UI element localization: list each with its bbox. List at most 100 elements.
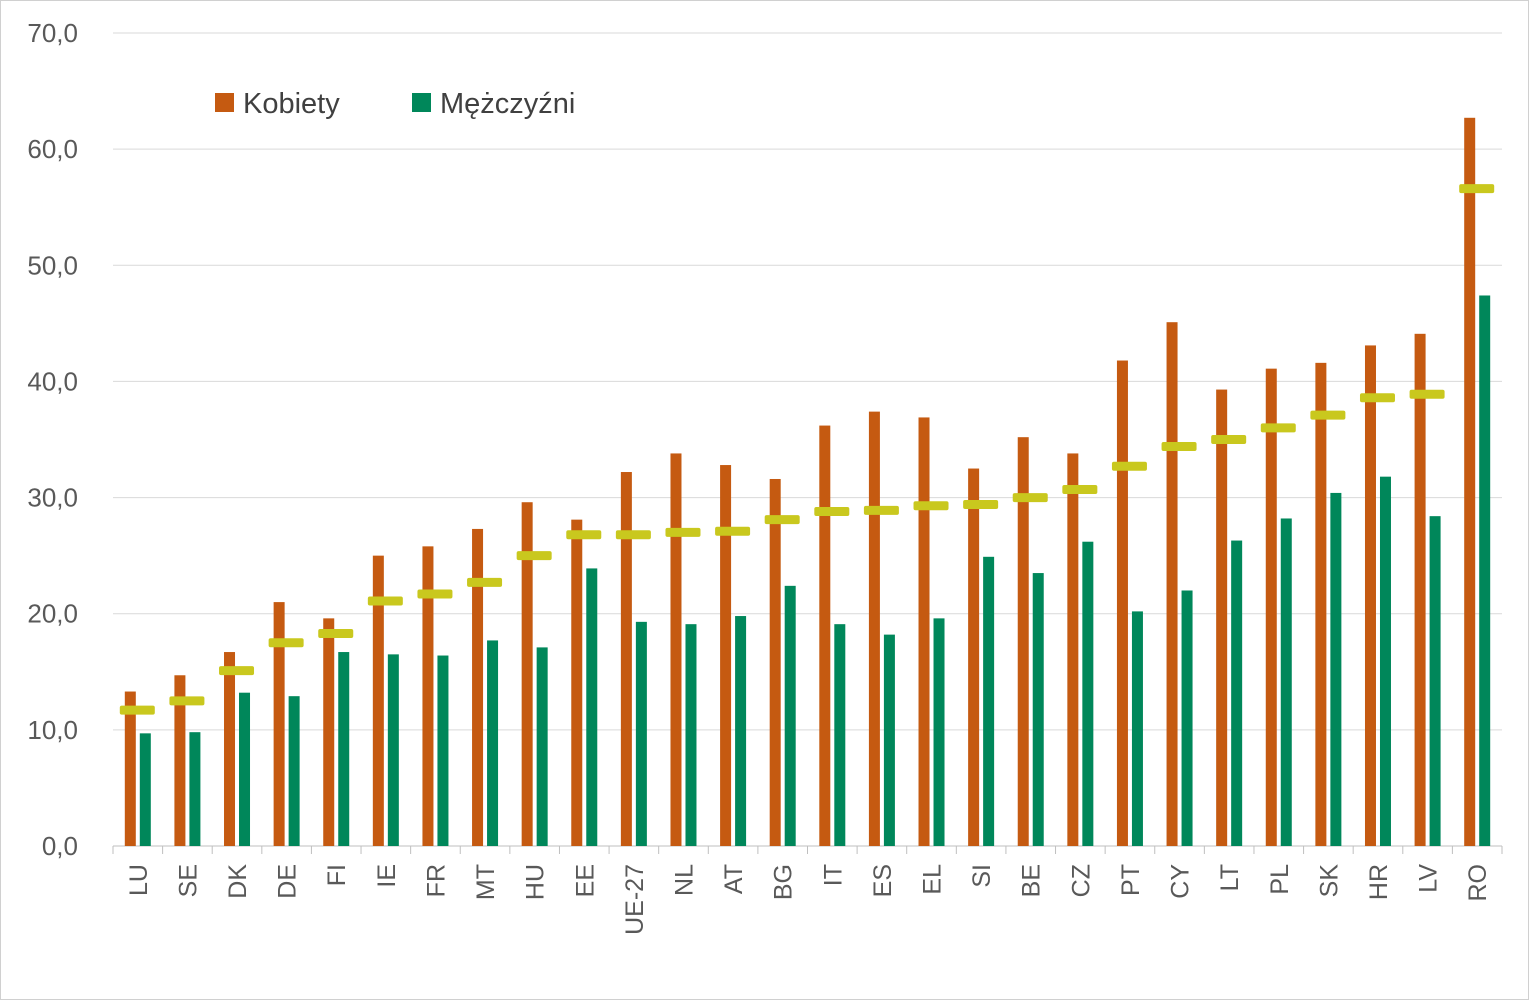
marker-LU xyxy=(119,705,155,715)
bar-mezczyzni-FR xyxy=(437,655,449,846)
marker-EL xyxy=(913,501,949,511)
bar-mezczyzni-EE xyxy=(586,568,598,846)
x-category-label: FR xyxy=(422,864,450,897)
bar-kobiety-PL xyxy=(1265,368,1277,846)
bar-mezczyzni-LT xyxy=(1231,540,1243,846)
marker-UE-27 xyxy=(615,530,651,540)
bar-mezczyzni-CY xyxy=(1181,590,1193,846)
bar-mezczyzni-BG xyxy=(784,585,796,846)
bar-mezczyzni-MT xyxy=(487,640,499,846)
legend-swatch-kobiety xyxy=(215,93,234,112)
bar-kobiety-PT xyxy=(1116,360,1128,846)
x-category-label: BG xyxy=(770,864,798,900)
marker-HR xyxy=(1359,393,1395,403)
x-category-label: LU xyxy=(125,864,153,896)
bar-kobiety-ES xyxy=(868,411,880,846)
bar-kobiety-HR xyxy=(1364,345,1376,846)
marker-DE xyxy=(268,638,304,648)
y-tick-label: 60,0 xyxy=(27,134,78,164)
marker-MT xyxy=(467,577,503,587)
y-tick-label: 30,0 xyxy=(27,483,78,513)
x-category-label: DK xyxy=(224,864,252,899)
bar-kobiety-EL xyxy=(918,417,930,846)
marker-AT xyxy=(715,526,751,536)
marker-IT xyxy=(814,507,850,517)
marker-HU xyxy=(516,551,552,561)
bar-kobiety-IE xyxy=(372,555,384,846)
marker-BG xyxy=(764,515,800,525)
bar-mezczyzni-IT xyxy=(834,624,846,846)
bar-mezczyzni-LV xyxy=(1429,516,1441,846)
bar-mezczyzni-PL xyxy=(1280,518,1292,846)
x-category-label: HR xyxy=(1365,864,1393,900)
x-category-label: ES xyxy=(869,864,897,897)
x-category-label: RO xyxy=(1464,864,1492,902)
marker-SI xyxy=(963,500,999,510)
bar-mezczyzni-FI xyxy=(338,652,350,846)
x-category-label: BE xyxy=(1018,864,1046,897)
bar-mezczyzni-UE-27 xyxy=(635,621,647,846)
bar-kobiety-BG xyxy=(769,478,781,846)
x-category-label: CY xyxy=(1167,864,1195,899)
marker-SK xyxy=(1310,410,1346,420)
marker-RO xyxy=(1459,184,1495,194)
x-category-label: MT xyxy=(472,864,500,900)
marker-ES xyxy=(863,505,899,515)
bar-mezczyzni-BE xyxy=(1032,573,1044,846)
x-category-label: SK xyxy=(1315,864,1343,898)
bar-kobiety-CY xyxy=(1166,322,1178,847)
marker-PL xyxy=(1260,423,1296,433)
bar-kobiety-LU xyxy=(124,691,136,846)
marker-NL xyxy=(665,527,701,537)
bar-mezczyzni-AT xyxy=(735,616,747,846)
marker-BE xyxy=(1012,493,1048,503)
marker-CY xyxy=(1161,441,1197,451)
marker-LT xyxy=(1211,435,1247,444)
x-category-label: SE xyxy=(174,864,202,897)
marker-PT xyxy=(1111,461,1147,471)
bar-kobiety-LV xyxy=(1414,333,1426,846)
y-tick-label: 50,0 xyxy=(27,250,78,280)
bar-mezczyzni-PT xyxy=(1131,611,1143,846)
bar-kobiety-FI xyxy=(323,618,335,846)
x-category-label: EE xyxy=(571,864,599,897)
x-category-label: DE xyxy=(274,864,302,899)
x-category-label: NL xyxy=(670,864,698,896)
bar-mezczyzni-SI xyxy=(983,556,995,846)
bar-mezczyzni-DK xyxy=(239,692,251,846)
x-category-label: SI xyxy=(968,864,996,888)
x-category-label: UE-27 xyxy=(621,864,649,935)
y-tick-label: 20,0 xyxy=(27,599,78,629)
bar-mezczyzni-HU xyxy=(536,647,548,846)
bar-mezczyzni-SK xyxy=(1330,492,1342,846)
bar-mezczyzni-SE xyxy=(189,732,201,846)
bar-mezczyzni-NL xyxy=(685,624,697,846)
y-tick-label: 0,0 xyxy=(42,831,78,861)
marker-FI xyxy=(318,628,354,638)
bar-mezczyzni-HR xyxy=(1379,476,1391,846)
bar-kobiety-NL xyxy=(670,453,682,846)
marker-FR xyxy=(417,589,453,599)
x-category-label: HU xyxy=(522,864,550,900)
x-category-label: LT xyxy=(1216,864,1244,891)
x-category-label: PT xyxy=(1117,864,1145,896)
x-category-label: IT xyxy=(819,864,847,886)
bar-kobiety-FR xyxy=(422,546,434,846)
bar-kobiety-SI xyxy=(968,468,980,846)
bar-kobiety-SK xyxy=(1315,362,1327,846)
bar-mezczyzni-IE xyxy=(387,654,399,846)
x-category-label: LV xyxy=(1415,864,1443,893)
bar-kobiety-AT xyxy=(720,465,732,846)
legend-label-mezczyzni: Mężczyźni xyxy=(440,88,575,120)
marker-DK xyxy=(219,666,255,676)
bar-kobiety-EE xyxy=(571,519,583,846)
y-axis-ticks: 0,0 10,0 20,0 30,0 40,0 50,0 60,0 70,0 xyxy=(27,18,78,861)
bar-kobiety-LT xyxy=(1216,389,1228,846)
bar-mezczyzni-DE xyxy=(288,696,300,846)
bar-mezczyzni-LU xyxy=(139,733,151,846)
bar-kobiety-MT xyxy=(472,528,484,846)
marker-CZ xyxy=(1062,484,1098,494)
bar-mezczyzni-EL xyxy=(933,618,945,846)
x-category-label: FI xyxy=(323,864,351,886)
